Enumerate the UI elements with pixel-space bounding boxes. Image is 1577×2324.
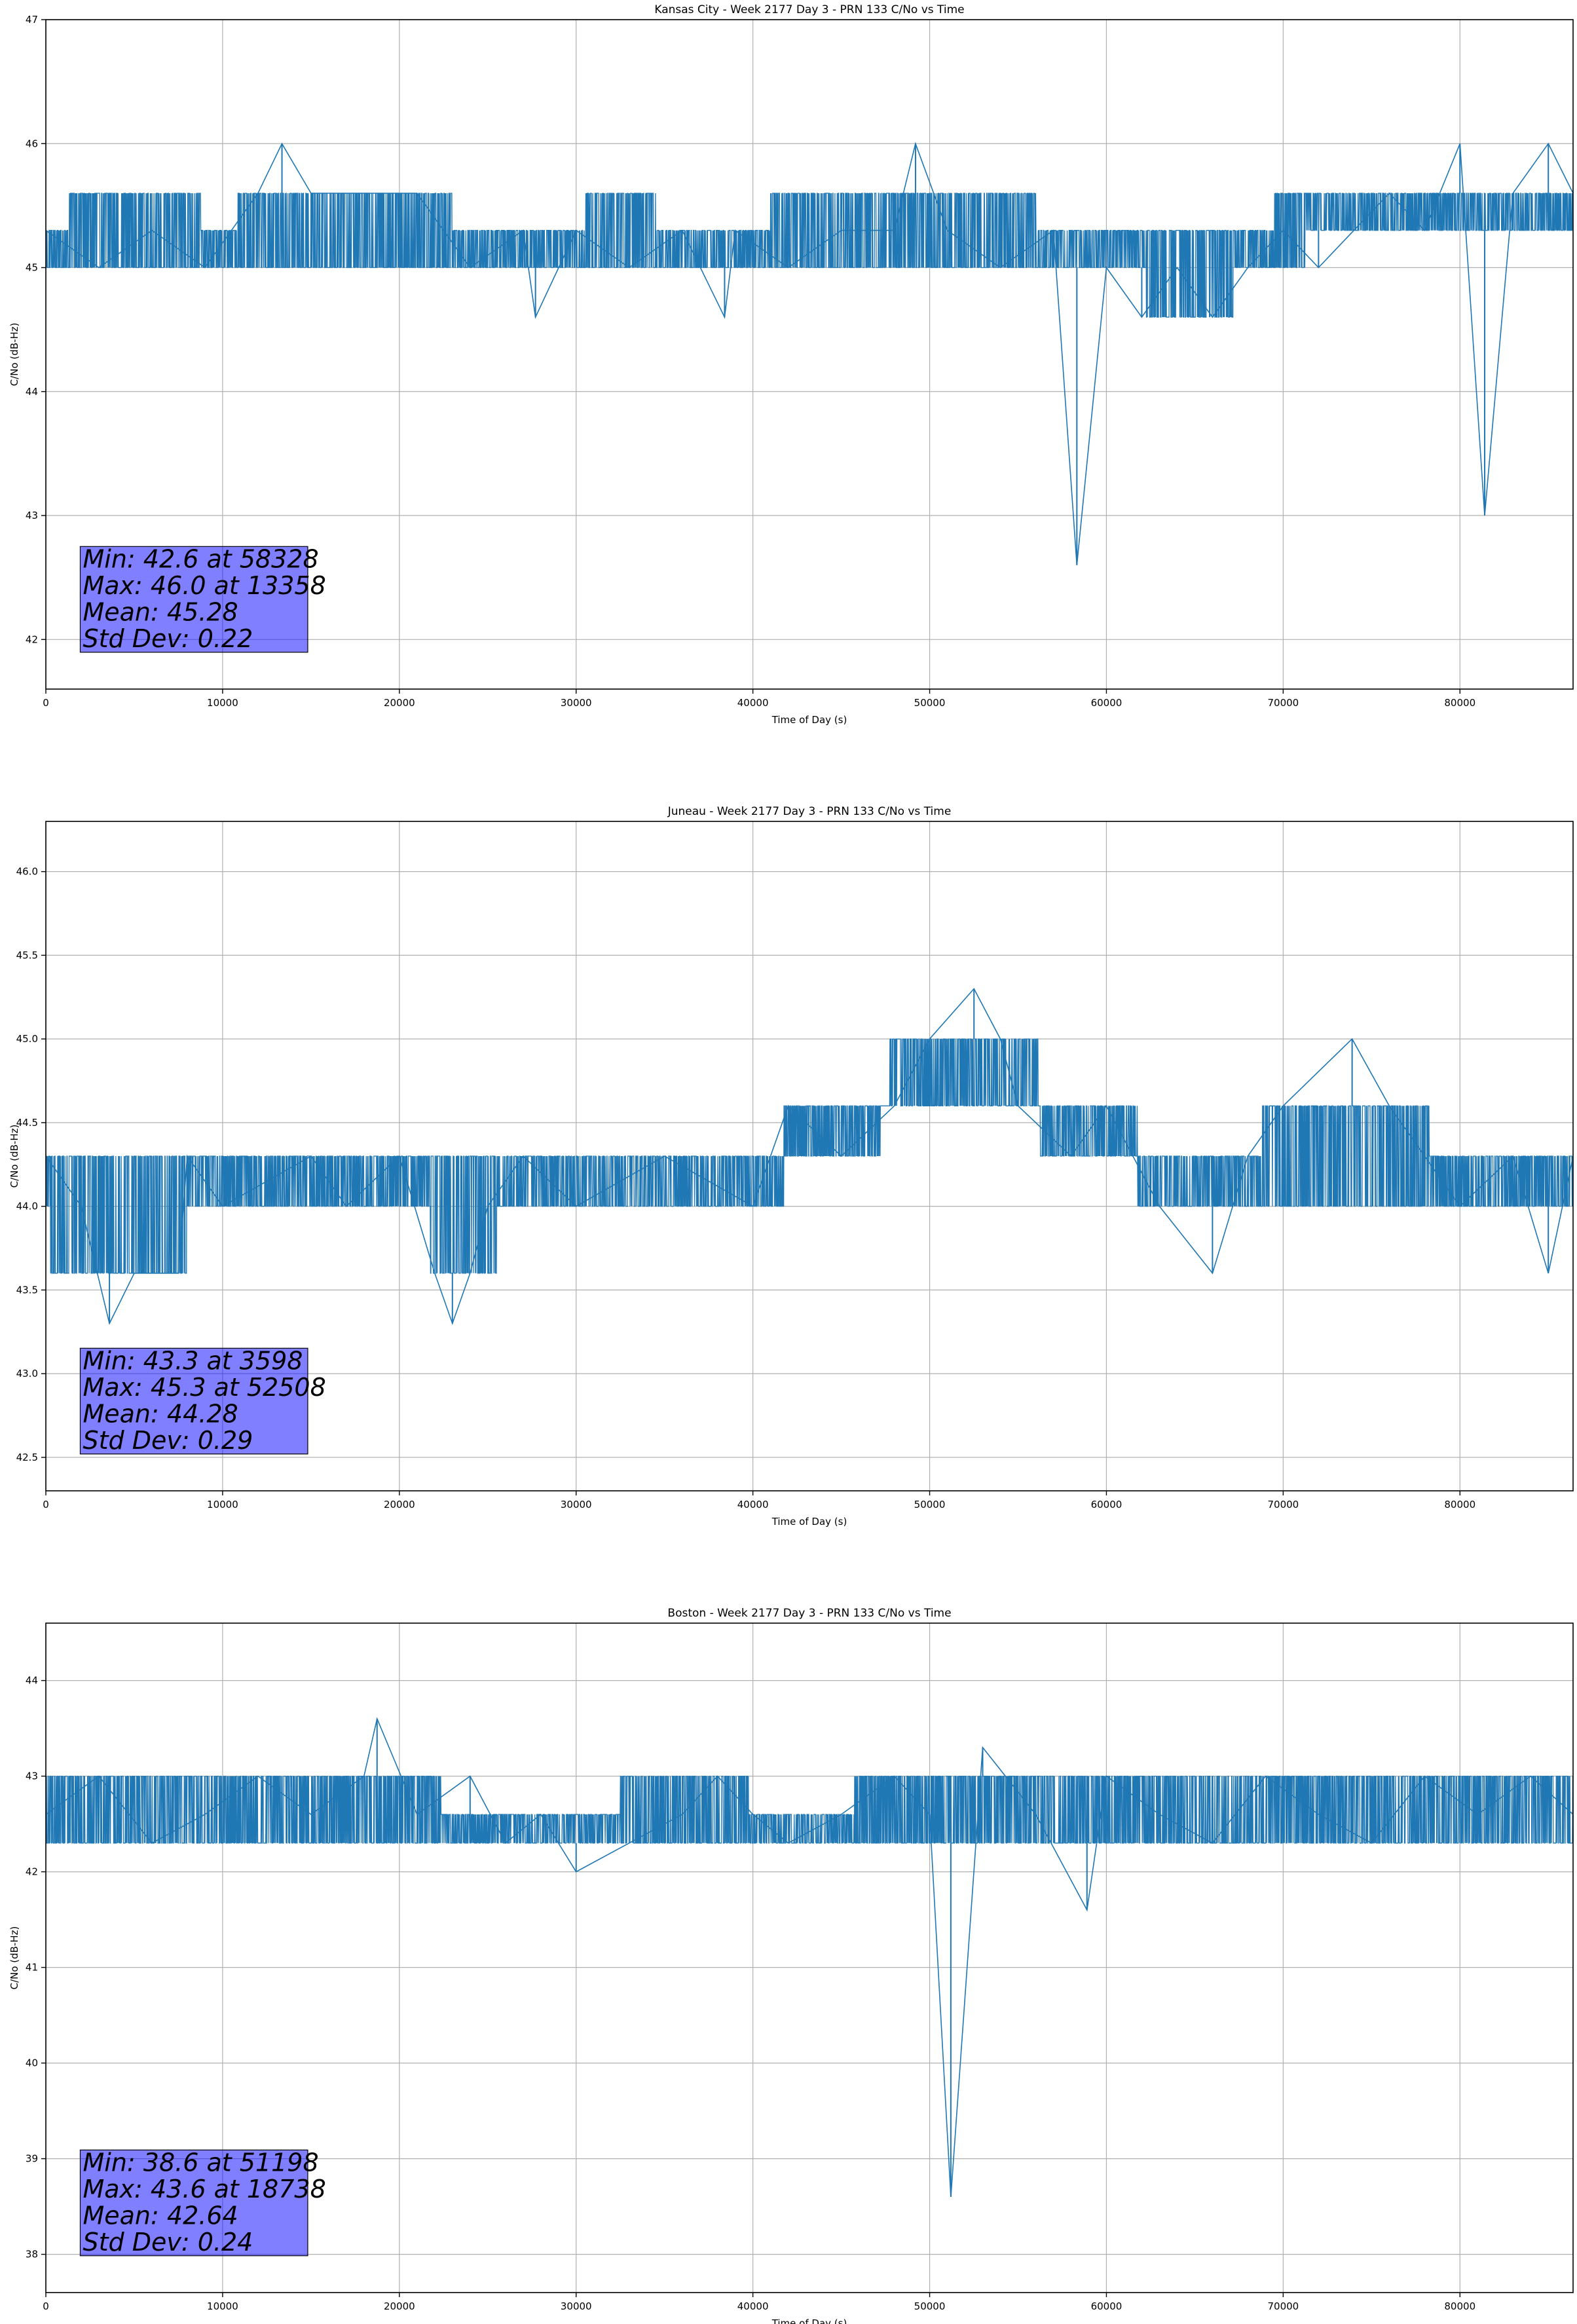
stats-line: Std Dev: 0.29: [83, 1426, 253, 1455]
y-tick-label: 45.5: [16, 949, 38, 961]
chart-panel: 0 10000 20000 30000 40000 50000 60000 70000 8000…: [9, 3, 1574, 726]
stats-box: [79, 2149, 308, 2257]
y-tick-label: 42.5: [16, 1452, 38, 1463]
x-axis-label: Time of Day (s): [771, 2317, 847, 2324]
y-tick-label: 44: [26, 386, 38, 398]
stats-box: [79, 1347, 308, 1455]
series-line: [45, 1038, 1574, 1274]
x-tick-label: 20000: [384, 697, 415, 709]
y-tick-label: 41: [26, 1962, 38, 1974]
x-tick-label: 50000: [914, 697, 946, 709]
plot-frame: [45, 821, 1574, 1491]
y-tick-label: 43.5: [16, 1284, 38, 1296]
chart-title: Juneau - Week 2177 Day 3 - PRN 133 C/No …: [667, 805, 952, 818]
y-tick-label: 42: [26, 1866, 38, 1878]
x-tick-label: 0: [43, 2300, 49, 2312]
stats-line: Min: 38.6 at 51198: [83, 2148, 318, 2177]
y-tick-label: 44.0: [16, 1201, 38, 1212]
y-tick-label: 38: [26, 2249, 38, 2260]
y-tick-label: 40: [26, 2057, 38, 2069]
x-tick-label: 0: [43, 697, 49, 709]
x-tick-label: 40000: [737, 697, 769, 709]
y-tick-label: 45: [26, 262, 38, 274]
x-axis-label: Time of Day (s): [771, 714, 847, 726]
stats-line: Mean: 42.64: [83, 2201, 238, 2230]
x-tick-label: 10000: [207, 697, 238, 709]
y-tick-label: 44.5: [16, 1117, 38, 1129]
x-tick-label: 50000: [914, 1499, 946, 1510]
chart-panel: 0 10000 20000 30000 40000 50000 60000 70000 8000…: [9, 805, 1574, 1527]
stats-line: Std Dev: 0.24: [83, 2228, 253, 2257]
stats-line: Max: 43.6 at 18738: [83, 2175, 325, 2203]
x-tick-label: 60000: [1091, 2300, 1122, 2312]
y-tick-label: 45.0: [16, 1033, 38, 1045]
plot-frame: [45, 1622, 1574, 2293]
x-tick-label: 10000: [207, 2300, 238, 2312]
stats-line: Mean: 44.28: [83, 1399, 238, 1428]
series-line: [45, 193, 1574, 318]
x-tick-label: 80000: [1444, 1499, 1475, 1510]
x-tick-label: 30000: [561, 2300, 592, 2312]
stats-line: Mean: 45.28: [83, 597, 238, 626]
x-tick-label: 40000: [737, 1499, 769, 1510]
x-tick-label: 30000: [561, 697, 592, 709]
x-tick-label: 70000: [1267, 2300, 1299, 2312]
series-line: [45, 1775, 1574, 1844]
chart-panel: 0 10000 20000 30000 40000 50000 60000 70000 8000…: [9, 1607, 1574, 2324]
stats-line: Max: 46.0 at 13358: [83, 571, 325, 600]
x-tick-label: 30000: [561, 1499, 592, 1510]
y-tick-label: 46: [26, 138, 38, 149]
x-tick-label: 80000: [1444, 697, 1475, 709]
y-tick-label: 43.0: [16, 1368, 38, 1379]
y-tick-label: 43: [26, 1771, 38, 1782]
y-tick-label: 44: [26, 1675, 38, 1687]
x-tick-label: 0: [43, 1499, 49, 1510]
stats-box: [79, 546, 308, 653]
chart-title: Boston - Week 2177 Day 3 - PRN 133 C/No …: [667, 1607, 951, 1620]
y-axis-label: C/No (dB-Hz): [9, 1125, 20, 1188]
stats-line: Min: 42.6 at 58328: [83, 545, 318, 574]
series-outline: [45, 141, 1574, 565]
stats-line: Std Dev: 0.22: [83, 624, 253, 653]
y-axis-label: C/No (dB-Hz): [9, 1926, 20, 1990]
x-tick-label: 60000: [1091, 697, 1122, 709]
y-tick-label: 43: [26, 510, 38, 521]
y-tick-label: 42: [26, 633, 38, 645]
x-tick-label: 50000: [914, 2300, 946, 2312]
x-tick-label: 20000: [384, 2300, 415, 2312]
x-tick-label: 20000: [384, 1499, 415, 1510]
chart-title: Kansas City - Week 2177 Day 3 - PRN 133 …: [654, 3, 964, 16]
x-tick-label: 70000: [1267, 697, 1299, 709]
y-axis-label: C/No (dB-Hz): [9, 323, 20, 386]
y-tick-label: 39: [26, 2153, 38, 2165]
x-tick-label: 70000: [1267, 1499, 1299, 1510]
plot-frame: [45, 19, 1574, 690]
stats-line: Min: 43.3 at 3598: [83, 1347, 303, 1376]
stats-line: Max: 45.3 at 52508: [83, 1373, 325, 1402]
x-tick-label: 60000: [1091, 1499, 1122, 1510]
x-tick-label: 80000: [1444, 2300, 1475, 2312]
y-tick-label: 46.0: [16, 866, 38, 878]
x-tick-label: 10000: [207, 1499, 238, 1510]
x-axis-label: Time of Day (s): [771, 1516, 847, 1527]
series-outline: [45, 988, 1574, 1325]
y-tick-label: 47: [26, 14, 38, 26]
x-tick-label: 40000: [737, 2300, 769, 2312]
series-outline: [45, 1717, 1574, 2198]
